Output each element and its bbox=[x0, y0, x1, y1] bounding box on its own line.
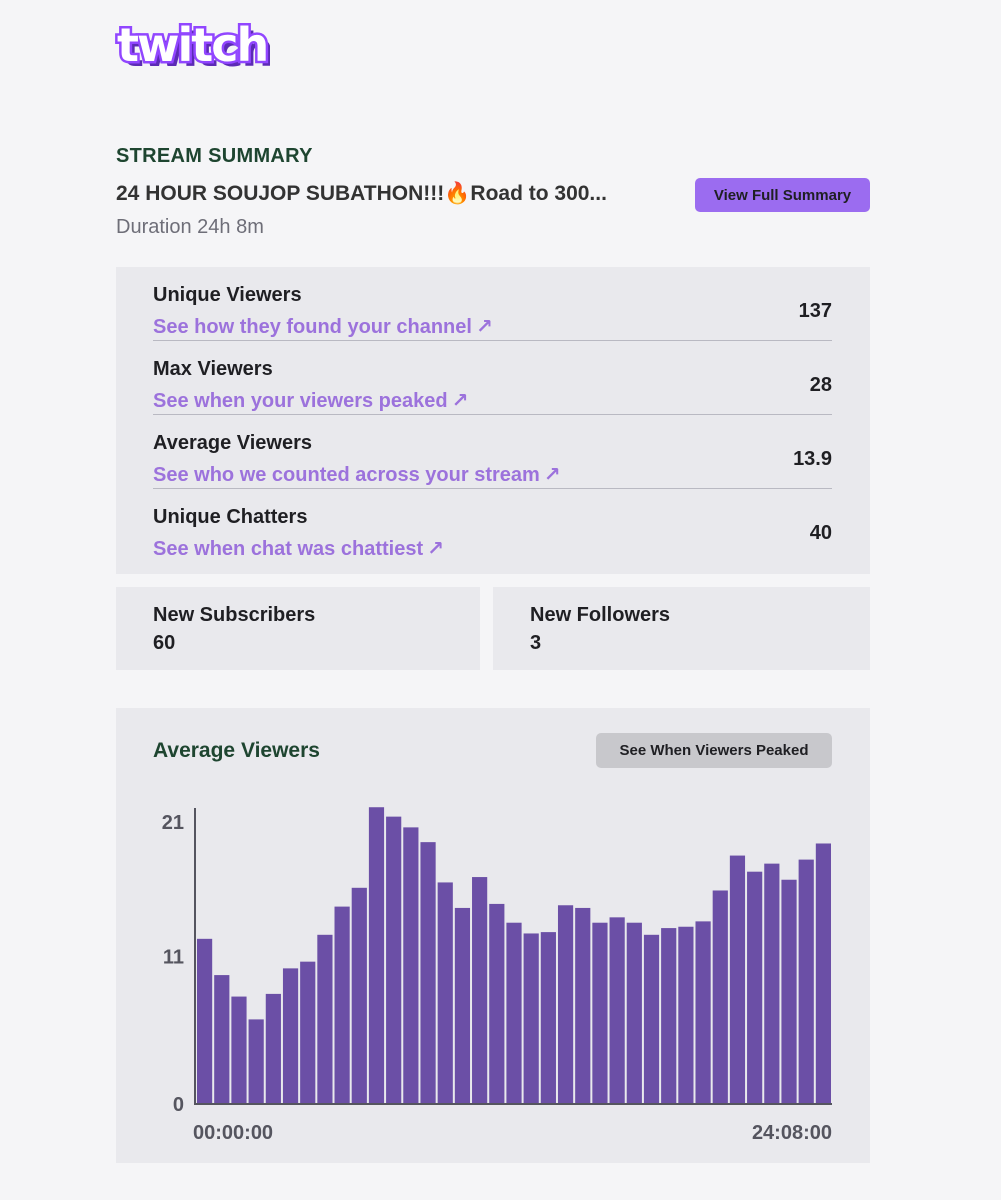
divider bbox=[153, 340, 832, 341]
chart-bar bbox=[437, 882, 453, 1104]
arrow-up-right-icon: ↗ bbox=[475, 316, 493, 338]
divider bbox=[153, 488, 832, 489]
stream-title: 24 HOUR SOUJOP SUBATHON!!!🔥Road to 300..… bbox=[116, 182, 607, 205]
chart-bar bbox=[592, 922, 608, 1104]
chart-bar bbox=[420, 842, 436, 1104]
stat-value: 13.9 bbox=[793, 448, 832, 470]
stat-unique-chatters: Unique Chatters See when chat was chatti… bbox=[153, 489, 832, 563]
stat-label: Average Viewers bbox=[153, 432, 312, 454]
chart-bar bbox=[231, 996, 247, 1104]
chart-bar bbox=[197, 938, 213, 1104]
stream-summary-heading: STREAM SUMMARY bbox=[116, 145, 313, 167]
stat-link-average-viewers[interactable]: See who we counted across your stream ↗ bbox=[153, 462, 561, 487]
chart-bar bbox=[248, 1019, 264, 1104]
chart-bar bbox=[540, 932, 556, 1104]
x-end-label: 24:08:00 bbox=[752, 1122, 832, 1144]
y-tick-label: 21 bbox=[162, 812, 184, 834]
chart-bar bbox=[557, 905, 574, 1104]
chart-bar bbox=[334, 906, 350, 1104]
twitch-logo: twitch twitch bbox=[115, 20, 271, 76]
stat-link-unique-viewers[interactable]: See how they found your channel ↗ bbox=[153, 314, 493, 339]
stat-label: Unique Chatters bbox=[153, 506, 308, 528]
stat-label: Max Viewers bbox=[153, 358, 273, 380]
arrow-up-right-icon: ↗ bbox=[451, 390, 469, 412]
divider bbox=[153, 414, 832, 415]
chart-bar bbox=[729, 855, 746, 1104]
logo-text: twitch bbox=[117, 20, 267, 72]
svg-text:twitch: twitch bbox=[122, 23, 270, 76]
chart-bar bbox=[609, 917, 625, 1104]
chart-bar bbox=[747, 871, 763, 1104]
x-start-label: 00:00:00 bbox=[193, 1122, 273, 1144]
chart-bar bbox=[626, 922, 642, 1104]
chart-bar bbox=[454, 907, 471, 1104]
new-followers-card: New Followers 3 bbox=[493, 587, 870, 670]
stat-link-text: See when chat was chattiest bbox=[153, 538, 424, 560]
chart-bar bbox=[265, 993, 281, 1104]
chart-bar bbox=[523, 933, 539, 1104]
stat-link-text: See who we counted across your stream bbox=[153, 464, 540, 486]
chart-bar bbox=[506, 922, 522, 1104]
stats-panel: Unique Viewers See how they found your c… bbox=[116, 267, 870, 574]
chart-bar bbox=[712, 890, 728, 1104]
y-tick-label: 11 bbox=[163, 946, 184, 968]
stat-unique-viewers: Unique Viewers See how they found your c… bbox=[153, 267, 832, 341]
y-tick-label: 0 bbox=[173, 1094, 184, 1116]
card-label: New Subscribers bbox=[153, 604, 316, 626]
chart-bar bbox=[489, 903, 505, 1104]
stat-link-max-viewers[interactable]: See when your viewers peaked ↗ bbox=[153, 388, 468, 413]
stat-average-viewers: Average Viewers See who we counted acros… bbox=[153, 415, 832, 489]
chart-bar bbox=[798, 859, 814, 1104]
stat-link-text: See how they found your channel bbox=[153, 316, 472, 338]
chart-bar bbox=[661, 928, 677, 1104]
arrow-up-right-icon: ↗ bbox=[427, 538, 444, 560]
chart-bar bbox=[815, 843, 831, 1104]
chart-title: Average Viewers bbox=[153, 739, 320, 762]
card-value: 3 bbox=[530, 632, 542, 654]
chart-bar bbox=[368, 807, 385, 1104]
chart-bar bbox=[575, 907, 591, 1104]
chart-bar bbox=[300, 961, 316, 1104]
stat-value: 137 bbox=[798, 300, 832, 322]
new-subscribers-card: New Subscribers 60 bbox=[116, 587, 480, 670]
card-label: New Followers bbox=[530, 604, 671, 626]
chart-bar bbox=[282, 968, 299, 1104]
chart-bar bbox=[472, 877, 488, 1104]
view-full-summary-button[interactable]: View Full Summary bbox=[695, 178, 870, 212]
stat-max-viewers: Max Viewers See when your viewers peaked… bbox=[153, 341, 832, 415]
stat-value: 40 bbox=[809, 522, 832, 544]
stream-duration: Duration 24h 8m bbox=[116, 216, 264, 238]
stat-label: Unique Viewers bbox=[153, 284, 302, 306]
chart-bar bbox=[386, 816, 402, 1104]
stat-link-text: See when your viewers peaked bbox=[153, 390, 448, 412]
card-value: 60 bbox=[153, 632, 176, 654]
chart-bar bbox=[643, 934, 660, 1104]
stat-link-unique-chatters[interactable]: See when chat was chattiest ↗ bbox=[153, 536, 444, 561]
chart-bar bbox=[403, 827, 419, 1104]
chart-bar bbox=[764, 863, 780, 1104]
average-viewers-chart-panel: Average Viewers See When Viewers Peaked … bbox=[116, 708, 870, 1163]
arrow-up-right-icon: ↗ bbox=[543, 464, 561, 486]
stat-value: 28 bbox=[809, 374, 832, 396]
chart-bar bbox=[678, 926, 694, 1104]
chart-bar bbox=[781, 879, 797, 1104]
chart-bar bbox=[351, 887, 367, 1104]
chart-bar bbox=[317, 934, 333, 1104]
see-when-viewers-peaked-button[interactable]: See When Viewers Peaked bbox=[596, 733, 832, 768]
chart-bar bbox=[695, 921, 711, 1104]
chart-bar bbox=[214, 975, 230, 1104]
bar-chart: 21 11 0 00:00:00 24:08:00 bbox=[162, 807, 832, 1144]
